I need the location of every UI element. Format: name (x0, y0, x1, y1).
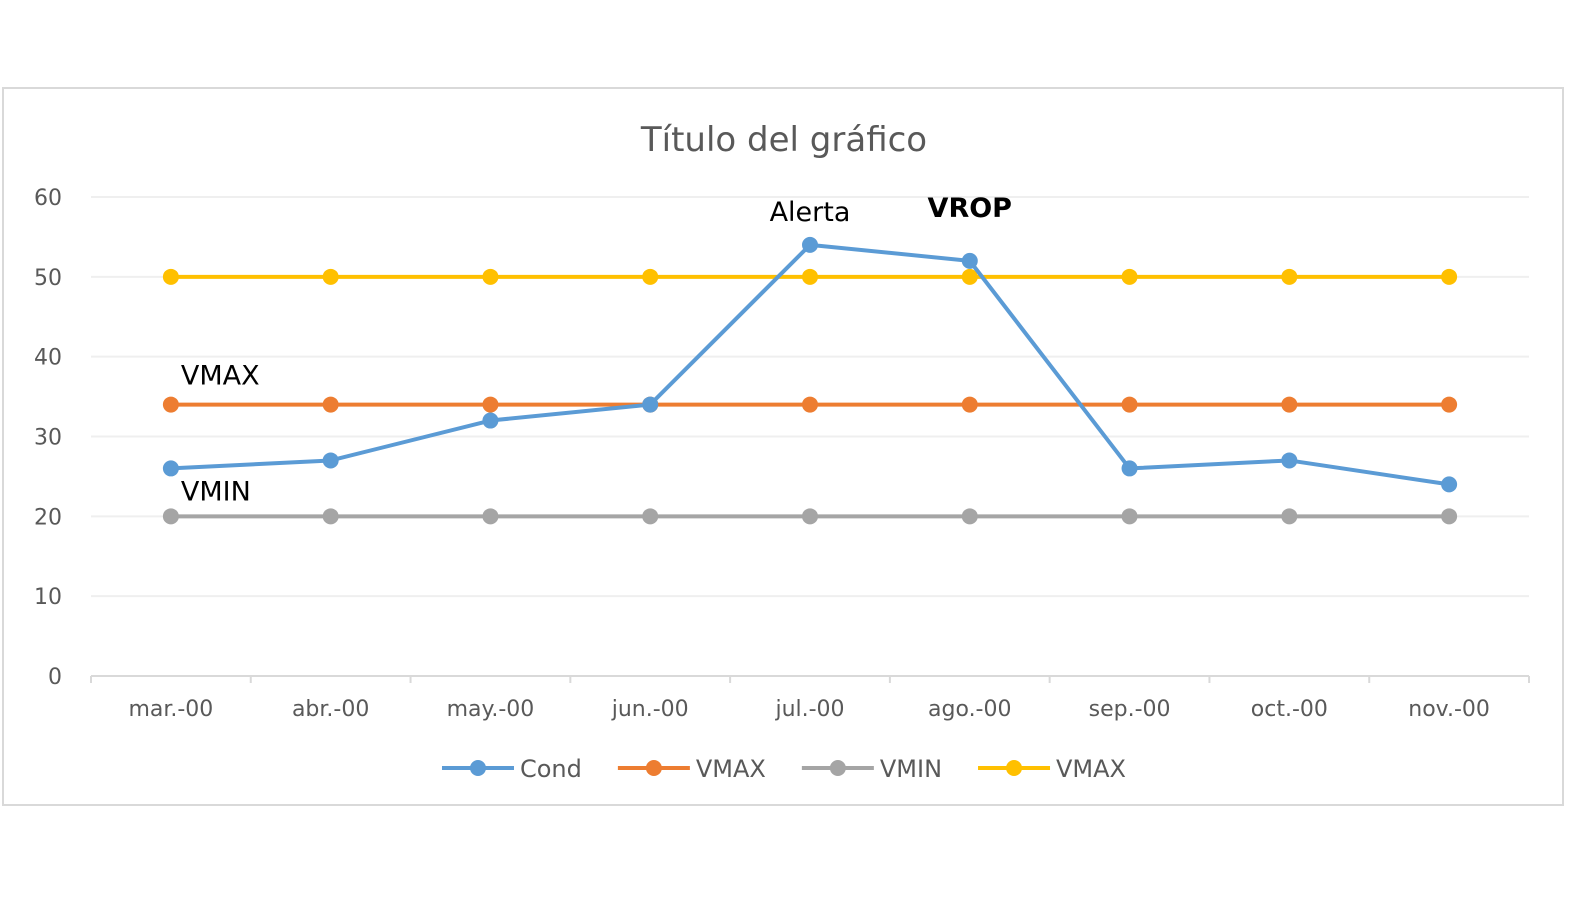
data-point (1281, 508, 1298, 525)
data-point (482, 508, 499, 525)
data-point (802, 268, 818, 285)
annotation-label: VMIN (181, 476, 251, 507)
annotations: Alerta VROP VMAX VMIN (181, 193, 1012, 507)
x-tick-label: abr.-00 (292, 697, 369, 722)
data-point (1281, 268, 1298, 285)
data-point (482, 412, 499, 429)
x-tick-label: sep.-00 (1089, 697, 1171, 722)
legend-item: VMAX (978, 755, 1126, 783)
data-point (482, 396, 499, 413)
data-point (1441, 476, 1458, 493)
annotation-label: Alerta (770, 197, 851, 228)
data-point (1281, 396, 1298, 413)
data-point (1121, 268, 1138, 285)
legend-swatch-marker (469, 760, 486, 776)
data-point (322, 268, 339, 285)
x-tick-label: may.-00 (447, 697, 535, 722)
chart-title: Título del gráfico (640, 120, 927, 160)
legend-item: Cond (441, 755, 582, 783)
x-tick-label: mar.-00 (128, 697, 213, 722)
y-axis-ticks: 0 10 20 30 40 50 60 (34, 186, 62, 690)
y-tick-label: 50 (34, 266, 62, 291)
legend: Cond VMAX VMIN VMAX (441, 755, 1126, 783)
data-point (642, 268, 659, 285)
y-tick-label: 60 (34, 186, 62, 211)
x-tick-label: nov.-00 (1408, 697, 1490, 722)
data-point (642, 396, 659, 413)
chart-frame: Título del gráfico 0 10 20 30 40 50 60 mar.-00… (2, 87, 1564, 806)
legend-item: VMAX (617, 755, 766, 783)
data-point (162, 396, 179, 413)
data-point (961, 252, 978, 269)
data-point (322, 396, 339, 413)
legend-swatch-marker (829, 760, 846, 776)
x-tick-label: oct.-00 (1251, 697, 1328, 722)
data-point (322, 508, 339, 525)
data-point (1121, 508, 1138, 525)
annotation-label: VROP (928, 193, 1012, 224)
x-tick-label: ago.-00 (928, 697, 1011, 722)
data-point (322, 452, 339, 469)
y-tick-label: 30 (34, 426, 62, 451)
data-point (802, 508, 818, 525)
data-point (961, 268, 978, 285)
annotation-label: VMAX (181, 361, 260, 392)
data-point (1121, 460, 1138, 477)
data-point (1121, 396, 1138, 413)
series-cond-0 (162, 236, 1458, 493)
data-point (162, 460, 179, 477)
data-point (642, 508, 659, 525)
series-vmax-3 (162, 268, 1458, 285)
data-point (961, 396, 978, 413)
x-tick-label: jun.-00 (611, 697, 689, 722)
data-point (1281, 452, 1298, 469)
legend-label: Cond (520, 755, 582, 783)
legend-label: VMAX (696, 755, 766, 783)
series-layer (162, 236, 1458, 525)
legend-label: VMAX (1056, 755, 1126, 783)
data-point (162, 268, 179, 285)
y-tick-label: 10 (34, 585, 62, 610)
data-point (482, 268, 499, 285)
data-point (1441, 396, 1458, 413)
legend-label: VMIN (880, 755, 942, 783)
series-vmin-2 (162, 508, 1458, 525)
series-vmax-1 (162, 396, 1458, 413)
data-point (802, 396, 818, 413)
x-tick-label: jul.-00 (774, 697, 844, 722)
data-point (802, 236, 818, 253)
data-point (961, 508, 978, 525)
legend-swatch-marker (645, 760, 662, 776)
x-axis-ticks: mar.-00 abr.-00 may.-00 jun.-00 jul.-00 ago.-… (128, 697, 1489, 722)
legend-item: VMIN (801, 755, 942, 783)
data-point (1441, 268, 1458, 285)
y-tick-label: 0 (48, 665, 62, 690)
y-tick-label: 40 (34, 346, 62, 371)
data-point (162, 508, 179, 525)
legend-swatch-marker (1006, 760, 1023, 776)
data-point (1441, 508, 1458, 525)
line-chart: Título del gráfico 0 10 20 30 40 50 60 mar.-00… (34, 120, 1530, 783)
y-tick-label: 20 (34, 505, 62, 530)
x-axis (90, 675, 1530, 683)
